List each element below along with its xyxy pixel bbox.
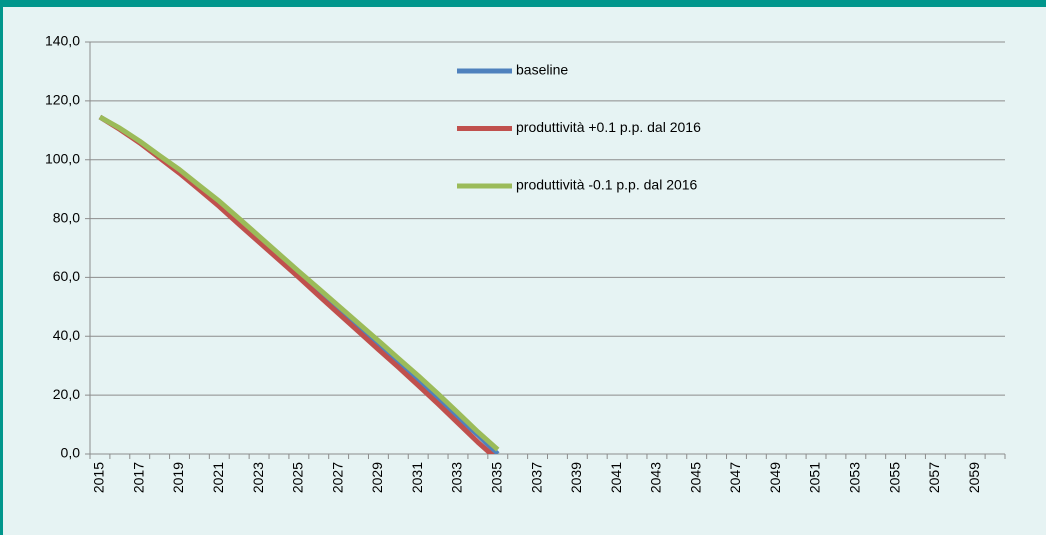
x-tick-label: 2041	[608, 462, 624, 493]
y-tick-label: 40,0	[53, 327, 80, 343]
x-tick-label: 2019	[170, 462, 186, 493]
x-tick-label: 2055	[886, 462, 902, 493]
x-tick-label: 2033	[449, 462, 465, 493]
x-tick-label: 2053	[847, 462, 863, 493]
legend-label: baseline	[516, 62, 568, 78]
y-tick-label: 120,0	[45, 92, 80, 108]
x-tick-label: 2015	[91, 462, 107, 493]
y-tick-label: 60,0	[53, 268, 80, 284]
y-tick-label: 140,0	[45, 33, 80, 49]
legend-label: produttività +0.1 p.p. dal 2016	[516, 119, 701, 135]
y-tick-label: 80,0	[53, 209, 80, 225]
x-tick-label: 2037	[528, 462, 544, 493]
x-tick-label: 2051	[807, 462, 823, 493]
x-tick-label: 2035	[488, 462, 504, 493]
legend-label: produttività -0.1 p.p. dal 2016	[516, 177, 698, 193]
y-tick-label: 100,0	[45, 150, 80, 166]
y-tick-label: 20,0	[53, 386, 80, 402]
x-tick-label: 2043	[648, 462, 664, 493]
x-tick-label: 2047	[727, 462, 743, 493]
x-tick-label: 2029	[369, 462, 385, 493]
top-bar	[0, 0, 1046, 7]
x-tick-label: 2031	[409, 462, 425, 493]
plot-lines	[98, 114, 500, 454]
left-border	[0, 0, 3, 535]
x-tick-label: 2023	[250, 462, 266, 493]
x-tick-label: 2049	[767, 462, 783, 493]
series-line	[98, 114, 500, 452]
x-tick-label: 2045	[687, 462, 703, 493]
x-tick-label: 2039	[568, 462, 584, 493]
x-tick-label: 2021	[210, 462, 226, 493]
x-tick-label: 2025	[290, 462, 306, 493]
x-tick-label: 2057	[926, 462, 942, 493]
x-tick-label: 2027	[329, 462, 345, 493]
y-tick-label: 0,0	[61, 445, 81, 461]
x-tick-label: 2059	[966, 462, 982, 493]
x-tick-label: 2017	[130, 462, 146, 493]
